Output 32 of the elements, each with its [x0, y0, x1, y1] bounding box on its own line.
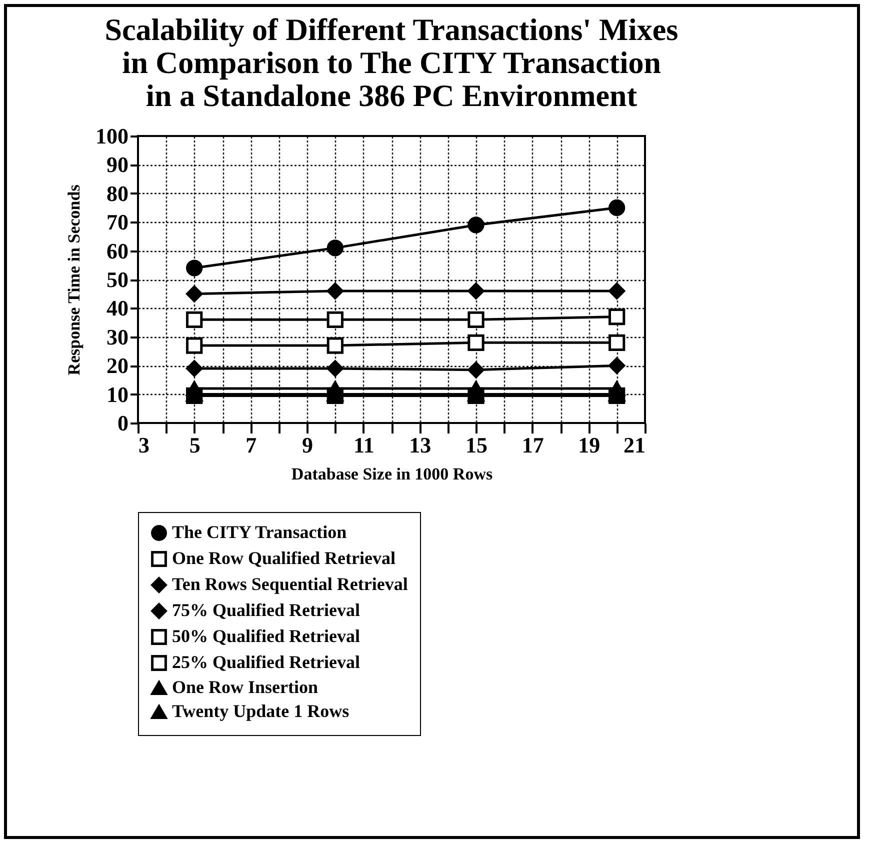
- x-tick-label: 11: [353, 432, 374, 458]
- x-tick-label: 13: [409, 432, 432, 458]
- chart-title: Scalability of Different Transactions' Mixes in Comparison to The CITY Transaction in a Standalone 386 PC Environment: [104, 12, 678, 113]
- legend-label: One Row Insertion: [172, 677, 318, 697]
- y-tick-label: 40: [106, 296, 128, 321]
- x-tick-label: 3: [138, 432, 150, 458]
- legend-label: Twenty Update 1 Rows: [172, 701, 350, 721]
- x-tick-label: 7: [246, 432, 257, 458]
- x-tick-label: 5: [189, 432, 200, 458]
- legend-label: One Row Qualified Retrieval: [172, 548, 396, 568]
- y-tick-label: 70: [106, 210, 128, 235]
- x-tick-label: 9: [302, 432, 313, 458]
- y-axis-title: Response Time in Seconds: [64, 184, 84, 376]
- y-tick-label: 0: [118, 410, 128, 436]
- y-tick-label: 30: [106, 324, 128, 350]
- legend-label: Ten Rows Sequential Retrieval: [172, 574, 408, 594]
- x-tick-label: 17: [522, 432, 544, 458]
- x-tick-label: 15: [466, 432, 488, 458]
- y-tick-label: 90: [106, 152, 128, 178]
- legend-label: 50% Qualified Retrieval: [172, 626, 360, 646]
- y-tick-label: 60: [106, 238, 128, 264]
- legend-label: 75% Qualified Retrieval: [172, 600, 360, 620]
- x-tick-label: 19: [578, 432, 600, 458]
- y-tick-label: 100: [96, 124, 128, 148]
- legend-label: The CITY Transaction: [172, 522, 347, 542]
- x-axis-title: Database Size in 1000 Rows: [291, 464, 493, 484]
- y-tick-label: 50: [106, 267, 128, 292]
- x-tick-label: 21: [624, 432, 646, 458]
- y-tick-label: 20: [106, 353, 128, 378]
- y-tick-label: 10: [106, 382, 128, 407]
- legend-label: 25% Qualified Retrieval: [172, 652, 360, 672]
- y-tick-label: 80: [106, 180, 128, 206]
